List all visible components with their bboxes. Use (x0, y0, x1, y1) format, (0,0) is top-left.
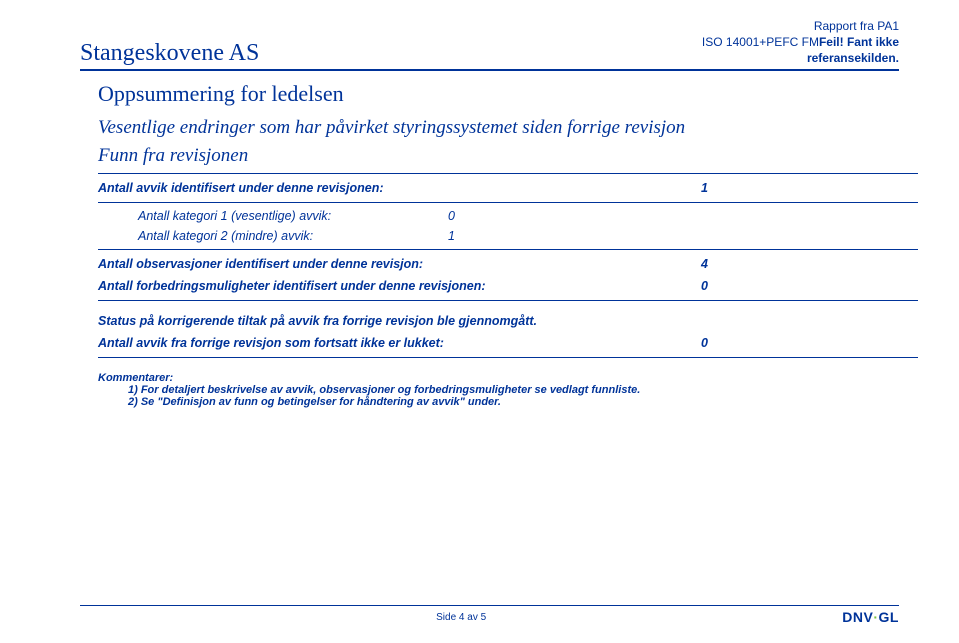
avvik-label: Antall avvik identifisert under denne re… (98, 177, 384, 199)
row-status: Status på korrigerende tiltak på avvik f… (98, 310, 918, 332)
rule (98, 300, 918, 301)
error-text-a: Feil! Fant ikke (819, 35, 899, 49)
comments-title: Kommentarer: (98, 372, 899, 384)
page-number: Side 4 av 5 (436, 612, 486, 623)
row-obs: Antall observasjoner identifisert under … (98, 253, 918, 275)
footer-rule (80, 605, 899, 606)
obs-label: Antall observasjoner identifisert under … (98, 253, 423, 275)
kat2-label: Antall kategori 2 (mindre) avvik: (138, 226, 418, 246)
comments-block: Kommentarer: 1) For detaljert beskrivels… (98, 372, 899, 408)
report-line1: Rapport fra PA1 (702, 18, 899, 34)
page: Stangeskovene AS Rapport fra PA1 ISO 140… (0, 0, 959, 643)
header-right: Rapport fra PA1 ISO 14001+PEFC FMFeil! F… (702, 18, 899, 67)
row-kat2: Antall kategori 2 (mindre) avvik: 1 (138, 226, 918, 246)
report-line3: referansekilden. (702, 50, 899, 66)
footer: Side 4 av 5 DNV·GL (80, 605, 899, 625)
dnvgl-logo: DNV·GL (842, 609, 899, 625)
status-label: Status på korrigerende tiltak på avvik f… (98, 310, 537, 332)
rule (98, 173, 918, 174)
section-title: Oppsummering for ledelsen (98, 81, 899, 107)
header-rule (80, 69, 899, 71)
kat1-label: Antall kategori 1 (vesentlige) avvik: (138, 206, 418, 226)
kat2-value: 1 (418, 229, 455, 243)
footer-row: Side 4 av 5 DNV·GL (80, 609, 899, 625)
report-line2: ISO 14001+PEFC FMFeil! Fant ikke (702, 34, 899, 50)
row-forrige: Antall avvik fra forrige revisjon som fo… (98, 332, 918, 354)
avvik-value: 1 (701, 181, 918, 195)
forb-label: Antall forbedringsmuligheter identifiser… (98, 275, 486, 297)
company-name: Stangeskovene AS (80, 40, 259, 67)
rule (98, 202, 918, 203)
row-forb: Antall forbedringsmuligheter identifiser… (98, 275, 918, 297)
header-row: Stangeskovene AS Rapport fra PA1 ISO 140… (80, 18, 899, 67)
comment-1: 1) For detaljert beskrivelse av avvik, o… (128, 384, 899, 396)
forrige-label: Antall avvik fra forrige revisjon som fo… (98, 332, 444, 354)
rule (98, 357, 918, 358)
iso-text: ISO 14001+PEFC FM (702, 35, 819, 49)
kat1-value: 0 (418, 209, 455, 223)
sub-heading-findings: Funn fra revisjonen (98, 145, 899, 167)
sub-heading-changes: Vesentlige endringer som har påvirket st… (98, 117, 899, 139)
row-avvik: Antall avvik identifisert under denne re… (98, 177, 918, 199)
findings-table: Antall avvik identifisert under denne re… (98, 173, 918, 358)
forrige-value: 0 (701, 336, 918, 350)
rule (98, 249, 918, 250)
comment-2: 2) Se "Definisjon av funn og betingelser… (128, 396, 899, 408)
forb-value: 0 (701, 279, 918, 293)
obs-value: 4 (701, 257, 918, 271)
row-kat1: Antall kategori 1 (vesentlige) avvik: 0 (138, 206, 918, 226)
